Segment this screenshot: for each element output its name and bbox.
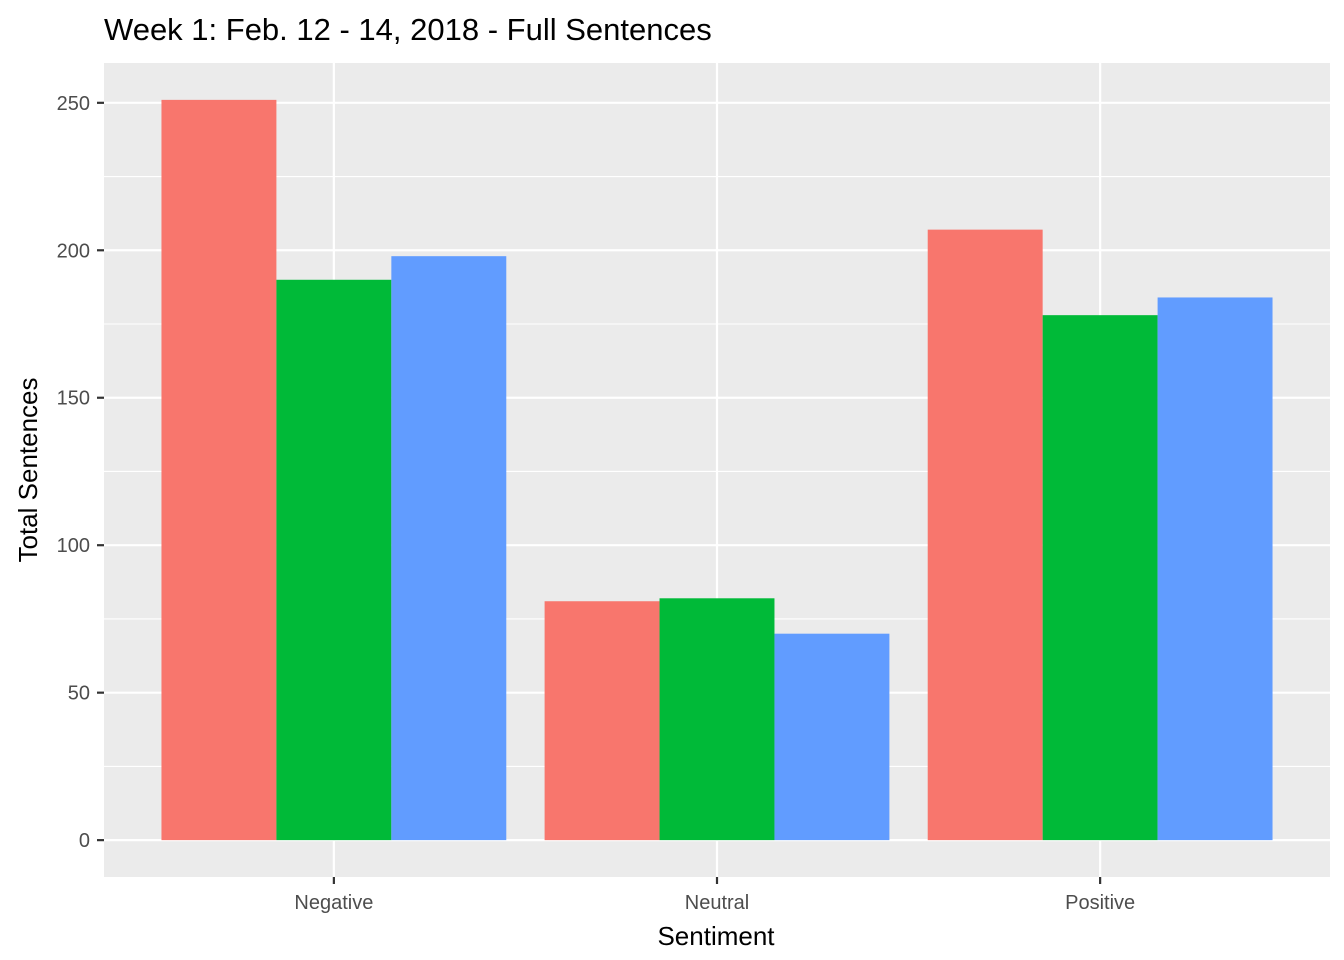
- y-tick-label: 200: [57, 240, 90, 262]
- x-tick-label: Negative: [294, 892, 373, 914]
- x-tick-label: Positive: [1065, 892, 1135, 914]
- bar: [391, 256, 507, 841]
- y-tick-label: 0: [79, 830, 90, 852]
- x-tick-label: Neutral: [685, 892, 749, 914]
- y-tick-label: 100: [57, 535, 90, 557]
- bar: [927, 229, 1043, 841]
- bar: [659, 598, 775, 841]
- bars: [161, 99, 1273, 841]
- y-tick-label: 250: [57, 93, 90, 115]
- bar: [161, 99, 277, 841]
- chart-title: Week 1: Feb. 12 - 14, 2018 - Full Senten…: [104, 12, 712, 47]
- bar: [276, 279, 392, 841]
- bar: [774, 633, 890, 841]
- y-tick-label: 150: [57, 388, 90, 410]
- bar: [1157, 297, 1273, 841]
- y-axis-title: Total Sentences: [13, 377, 43, 562]
- y-tick-label: 50: [68, 683, 90, 705]
- bar: [1042, 315, 1158, 841]
- x-axis-title: Sentiment: [657, 921, 775, 951]
- x-axis: Negative Neutral Positive: [294, 877, 1135, 914]
- bar: [544, 601, 660, 841]
- y-axis: 0 50 100 150 200 250: [57, 93, 104, 852]
